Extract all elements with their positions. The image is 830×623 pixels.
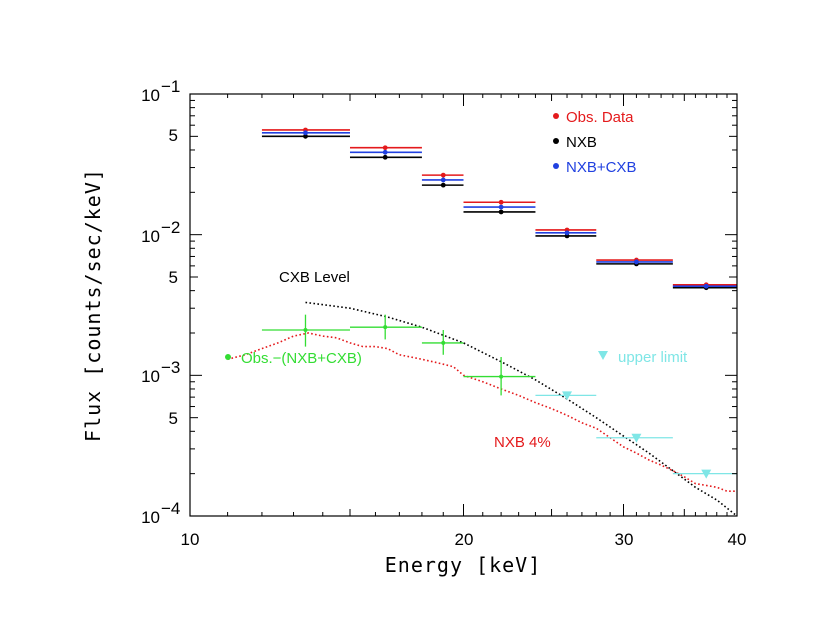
annotation-residual: Obs.−(NXB+CXB) xyxy=(241,350,362,367)
point-obs-nxb-cxb xyxy=(303,328,308,333)
x-tick-label: 40 xyxy=(728,530,747,549)
annotation-cxb-level: CXB Level xyxy=(279,269,350,286)
annotations: CXB Level NXB 4% Obs.−(NXB+CXB) upper li… xyxy=(225,269,688,451)
y-tick-exponent: −1 xyxy=(161,77,180,96)
point-nxb xyxy=(498,209,504,215)
y-axis-title: Flux [counts/sec/keV] xyxy=(81,168,105,442)
x-tick-label: 30 xyxy=(615,530,634,549)
x-tick-labels: 10 20 30 40 xyxy=(181,530,747,549)
annotation-marker-residual xyxy=(225,354,231,360)
point-nxb-cxb xyxy=(382,149,388,155)
point-obs-nxb-cxb xyxy=(499,374,504,379)
y-tick-exponent: −4 xyxy=(161,499,180,518)
y-tick-exponent: −2 xyxy=(161,218,180,237)
annotation-marker-upper-limit xyxy=(598,351,608,360)
legend-marker-nxb-cxb xyxy=(553,163,559,169)
point-obs-data xyxy=(382,145,388,151)
plot-area xyxy=(227,127,738,517)
y-tick-labels: 10 −1 5 10 −2 5 10 −3 5 10 −4 xyxy=(141,77,180,527)
point-nxb-cxb xyxy=(634,259,639,265)
x-tick-label: 20 xyxy=(455,530,474,549)
annotation-upper-limit: upper limit xyxy=(618,349,688,366)
point-upper-limit xyxy=(562,391,573,401)
point-nxb-cxb xyxy=(498,204,504,210)
point-nxb-cxb xyxy=(564,230,570,236)
curve-nxb-4 xyxy=(227,332,737,492)
point-nxb xyxy=(382,154,388,160)
point-nxb-cxb xyxy=(440,177,446,183)
x-axis-title: Energy [keV] xyxy=(385,553,542,577)
point-nxb xyxy=(440,182,446,188)
point-nxb-cxb xyxy=(703,283,709,289)
y-tick-label: 5 xyxy=(169,126,178,145)
legend-label-nxb-cxb: NXB+CXB xyxy=(566,159,636,176)
axis-ticks xyxy=(189,93,738,517)
y-tick-label: 10 xyxy=(141,508,160,527)
y-tick-label: 5 xyxy=(169,268,178,287)
legend-marker-obs-data xyxy=(553,113,559,119)
point-upper-limit xyxy=(631,433,642,443)
legend-label-obs-data: Obs. Data xyxy=(566,109,634,126)
x-tick-label: 10 xyxy=(181,530,200,549)
point-nxb-cxb xyxy=(303,130,308,136)
legend: Obs. Data NXB NXB+CXB xyxy=(553,109,636,176)
point-nxb xyxy=(303,133,308,139)
legend-marker-nxb xyxy=(553,138,559,144)
point-obs-data xyxy=(498,199,504,205)
y-tick-label: 5 xyxy=(169,409,178,428)
y-tick-label: 10 xyxy=(141,86,160,105)
y-tick-exponent: −3 xyxy=(161,358,180,377)
point-obs-nxb-cxb xyxy=(383,325,388,330)
point-upper-limit xyxy=(701,469,712,479)
annotation-nxb-4pct: NXB 4% xyxy=(494,434,551,451)
y-tick-label: 10 xyxy=(141,227,160,246)
point-obs-nxb-cxb xyxy=(441,340,446,345)
y-tick-label: 10 xyxy=(141,367,160,386)
legend-label-nxb: NXB xyxy=(566,134,597,151)
point-obs-data xyxy=(440,172,446,178)
